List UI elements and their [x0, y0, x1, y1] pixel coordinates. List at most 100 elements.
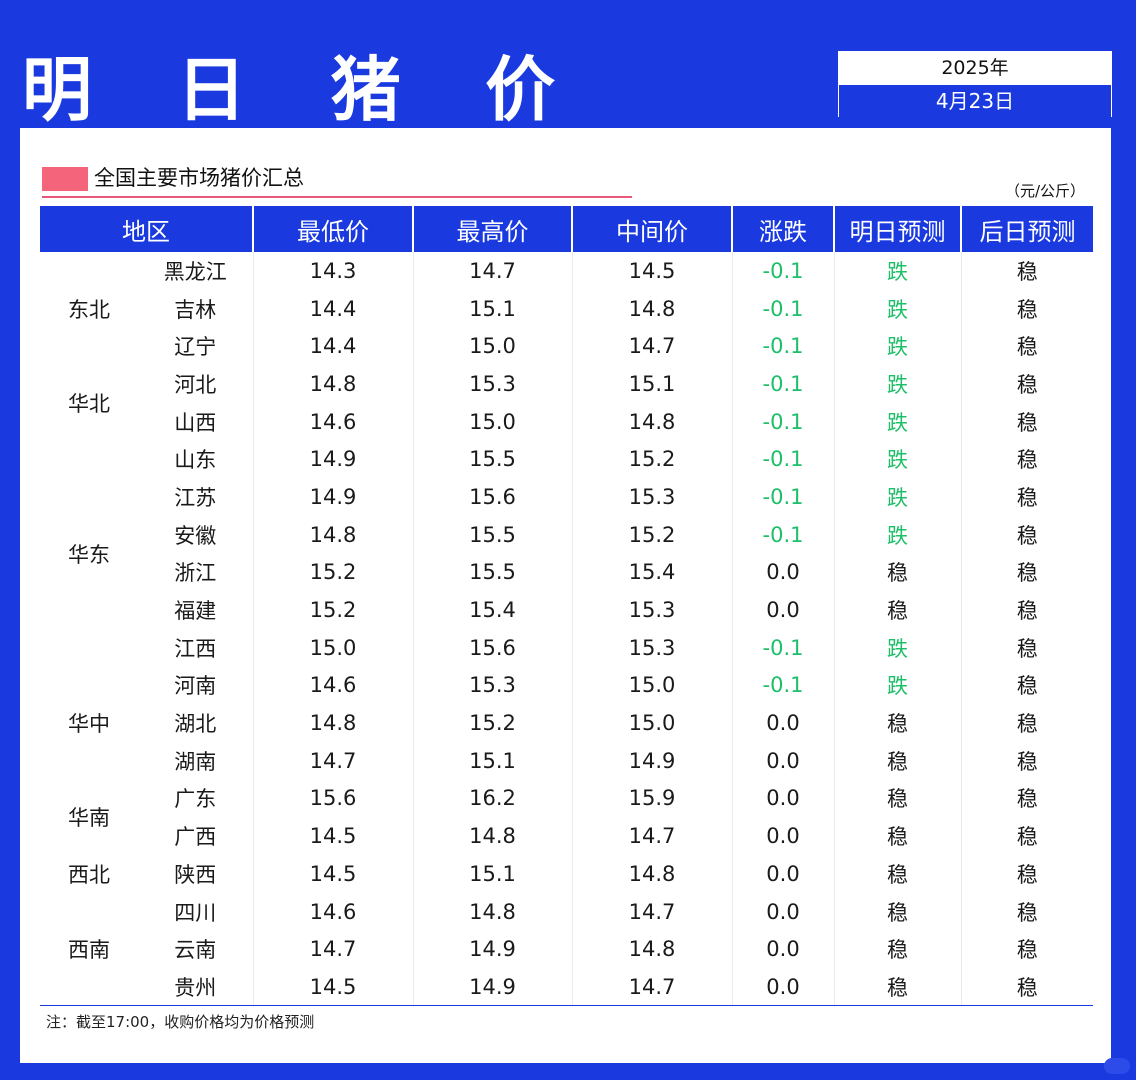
- low-price-cell: 14.9: [253, 478, 414, 516]
- province-cell: 云南: [138, 930, 254, 969]
- mid-price-cell: 15.0: [572, 704, 733, 742]
- high-price-cell: 15.1: [413, 855, 573, 893]
- region-cell: 西南: [68, 938, 110, 963]
- after-forecast-cell: 稳: [1016, 372, 1038, 397]
- table-row: 湖南 14.7 15.1 14.9 0.0 稳稳: [40, 741, 1093, 780]
- price-table: 地区 最低价 最高价 中间价 涨跌 明日预测 后日预测 东北 黑龙江 14.3 14.…: [40, 206, 1093, 1006]
- low-price-cell: 15.6: [253, 779, 414, 818]
- high-price-cell: 14.8: [413, 892, 573, 931]
- high-price-cell: 14.7: [413, 252, 573, 290]
- table-row: 吉林 14.4 15.1 14.8 -0.1 跌 稳: [40, 289, 1093, 328]
- mid-price-cell: 14.8: [572, 930, 733, 969]
- high-price-cell: 15.0: [413, 327, 573, 366]
- tomorrow-forecast-cell: 稳: [834, 855, 962, 893]
- mid-price-cell: 15.3: [572, 478, 733, 516]
- low-price-cell: 14.5: [253, 855, 414, 893]
- province-cell: 辽宁: [138, 327, 254, 366]
- change-cell: 0.0: [732, 704, 835, 742]
- col-header-after: 后日预测: [961, 206, 1093, 252]
- tomorrow-forecast-cell: 跌: [834, 478, 962, 516]
- change-cell: 0.0: [732, 968, 835, 1006]
- after-forecast-cell: 稳: [1016, 825, 1038, 850]
- table-row: 辽宁 14.4 15.0 14.7 -0.1 跌 稳: [40, 327, 1093, 366]
- tomorrow-forecast-cell: 跌: [834, 515, 962, 554]
- table-row: 山西 14.6 15.0 14.8 -0.1 跌 稳: [40, 402, 1093, 441]
- tomorrow-forecast-cell: 稳: [834, 553, 962, 592]
- tomorrow-forecast-cell: 稳: [834, 968, 962, 1006]
- col-header-change: 涨跌: [732, 206, 835, 252]
- change-cell: -0.1: [732, 478, 835, 516]
- after-forecast-cell: 稳: [1016, 938, 1038, 963]
- change-cell: -0.1: [732, 666, 835, 705]
- table-body: 东北 黑龙江 14.3 14.7 14.5 -0.1 跌稳吉林 14.4 15.1 14.8 -0.…: [40, 252, 1093, 1006]
- region-cell: 华北: [68, 391, 110, 416]
- province-cell: 江西: [138, 628, 254, 667]
- mid-price-cell: 15.2: [572, 440, 733, 479]
- change-cell: -0.1: [732, 327, 835, 366]
- mid-price-cell: 15.4: [572, 553, 733, 592]
- province-cell: 广东: [138, 779, 254, 818]
- mid-price-cell: 15.9: [572, 779, 733, 818]
- mid-price-cell: 14.7: [572, 327, 733, 366]
- province-cell: 江苏: [138, 478, 254, 516]
- after-forecast-cell: 稳: [1016, 900, 1038, 925]
- col-header-high: 最高价: [413, 206, 573, 252]
- date-day: 4月23日: [839, 85, 1111, 117]
- change-cell: 0.0: [732, 741, 835, 780]
- mid-price-cell: 14.8: [572, 402, 733, 441]
- watermark-icon: [1104, 1058, 1130, 1074]
- province-cell: 山东: [138, 440, 254, 479]
- mid-price-cell: 15.3: [572, 591, 733, 629]
- region-cell: 华南: [68, 806, 110, 831]
- high-price-cell: 15.5: [413, 440, 573, 479]
- after-forecast-cell: 稳: [1016, 561, 1038, 586]
- table-row: 广西 14.5 14.8 14.7 0.0 稳稳: [40, 817, 1093, 855]
- change-cell: -0.1: [732, 289, 835, 328]
- high-price-cell: 15.6: [413, 628, 573, 667]
- low-price-cell: 15.2: [253, 591, 414, 629]
- change-cell: 0.0: [732, 892, 835, 931]
- low-price-cell: 15.2: [253, 553, 414, 592]
- table-row: 华南 广东 15.6 16.2 15.9 0.0 稳稳: [40, 779, 1093, 830]
- tomorrow-forecast-cell: 跌: [834, 666, 962, 705]
- col-header-region: 地区: [40, 206, 254, 252]
- low-price-cell: 14.8: [253, 515, 414, 554]
- low-price-cell: 14.6: [253, 666, 414, 705]
- low-price-cell: 14.5: [253, 968, 414, 1006]
- table-row: 贵州 14.5 14.9 14.7 0.0 稳稳: [40, 968, 1093, 1006]
- table-row: 安徽 14.8 15.5 15.2 -0.1 跌 稳: [40, 515, 1093, 554]
- tomorrow-forecast-cell: 稳: [834, 704, 962, 742]
- table-row: 华东 山东 14.9 15.5 15.2 -0.1 跌稳: [40, 440, 1093, 567]
- high-price-cell: 15.5: [413, 553, 573, 592]
- low-price-cell: 14.9: [253, 440, 414, 479]
- footnote: 注：截至17:00，收购价格均为价格预测: [46, 1013, 315, 1031]
- tomorrow-forecast-cell: 稳: [834, 591, 962, 629]
- high-price-cell: 15.1: [413, 289, 573, 328]
- after-forecast-cell: 稳: [1016, 975, 1038, 1000]
- province-cell: 黑龙江: [138, 252, 254, 290]
- section-title: 全国主要市场猪价汇总: [94, 166, 304, 190]
- change-cell: 0.0: [732, 930, 835, 969]
- table-row: 江西 15.0 15.6 15.3 -0.1 跌 稳: [40, 628, 1093, 667]
- high-price-cell: 15.6: [413, 478, 573, 516]
- tomorrow-forecast-cell: 跌: [834, 327, 962, 366]
- low-price-cell: 14.5: [253, 817, 414, 855]
- high-price-cell: 14.8: [413, 817, 573, 855]
- after-forecast-cell: 稳: [1016, 523, 1038, 548]
- after-forecast-cell: 稳: [1016, 259, 1038, 284]
- after-forecast-cell: 稳: [1016, 636, 1038, 661]
- low-price-cell: 14.7: [253, 741, 414, 780]
- region-cell: 西北: [68, 862, 110, 887]
- tomorrow-forecast-cell: 稳: [834, 817, 962, 855]
- province-cell: 浙江: [138, 553, 254, 592]
- low-price-cell: 14.7: [253, 930, 414, 969]
- table-header-row: 地区 最低价 最高价 中间价 涨跌 明日预测 后日预测: [40, 206, 1093, 252]
- tomorrow-forecast-cell: 跌: [834, 252, 962, 290]
- high-price-cell: 15.2: [413, 704, 573, 742]
- tomorrow-forecast-cell: 跌: [834, 289, 962, 328]
- change-cell: -0.1: [732, 440, 835, 479]
- table-row: 东北 黑龙江 14.3 14.7 14.5 -0.1 跌稳: [40, 252, 1093, 322]
- after-forecast-cell: 稳: [1016, 335, 1038, 360]
- mid-price-cell: 15.0: [572, 666, 733, 705]
- tomorrow-forecast-cell: 跌: [834, 365, 962, 403]
